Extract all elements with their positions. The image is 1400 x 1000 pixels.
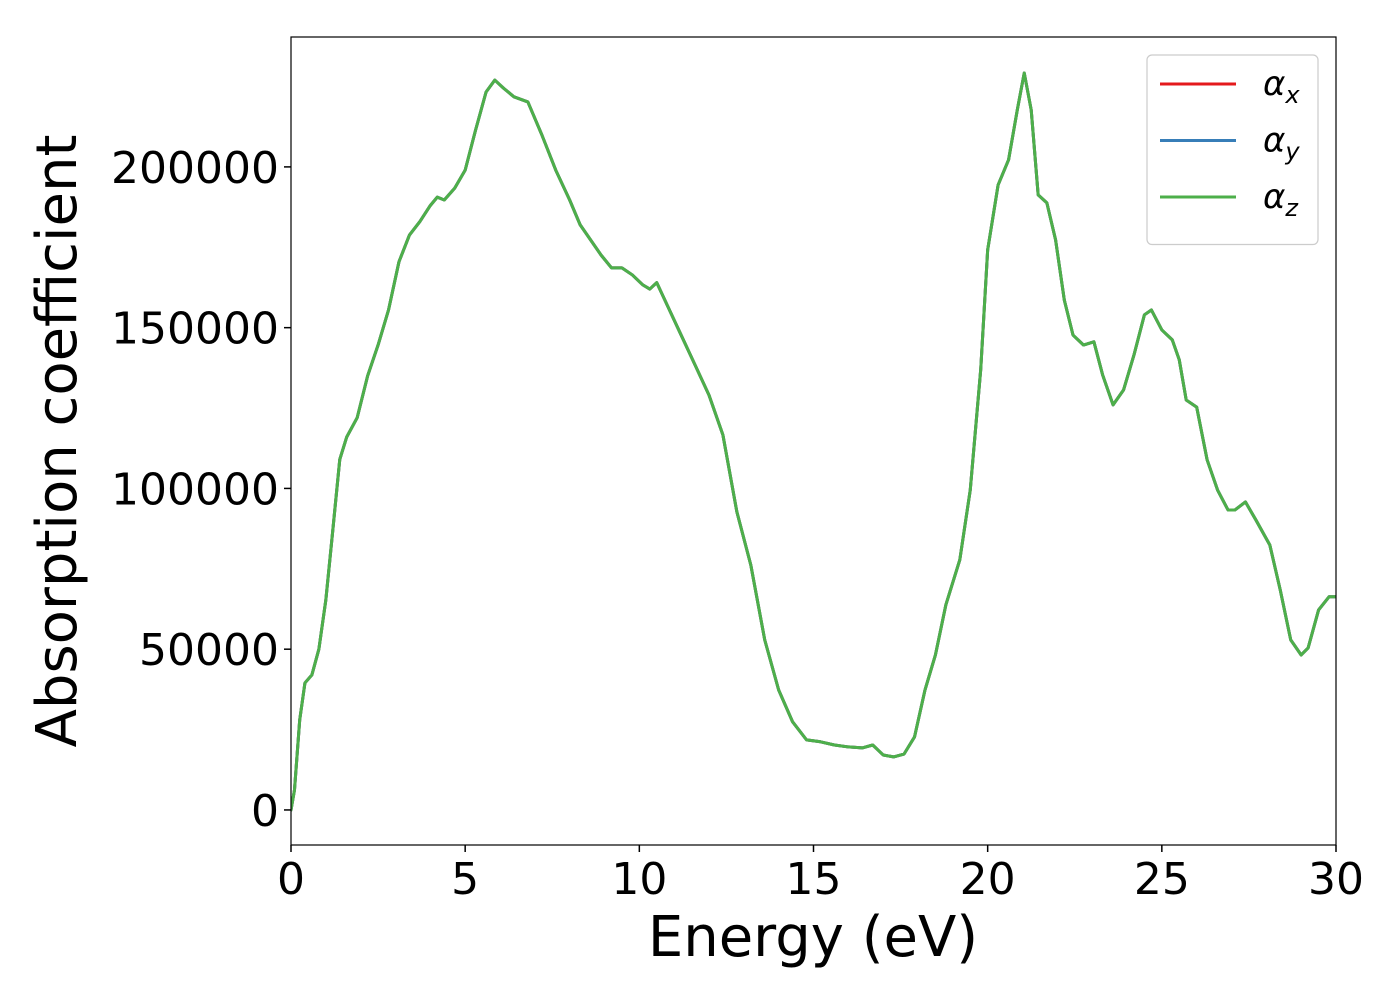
x-tick-label: 10 [611,854,667,905]
y-axis-label: Absorption coefficient [25,135,90,748]
legend-label: αz [1263,177,1299,222]
line-series [291,71,1336,812]
legend-label: αy [1263,121,1300,166]
y-tick-label: 0 [251,786,279,837]
y-tick-label: 200000 [111,143,279,194]
x-tick-label: 20 [960,854,1016,905]
x-axis-label: Energy (eV) [648,905,978,970]
legend-label: αx [1263,64,1300,109]
y-tick-label: 50000 [139,625,279,676]
y-tick-label: 100000 [111,464,279,515]
plot-frame [290,36,1337,846]
x-tick-label: 0 [277,854,305,905]
x-tick-label: 25 [1134,854,1190,905]
x-tick-label: 5 [451,854,479,905]
x-tick-label: 30 [1308,854,1364,905]
x-tick-label: 15 [786,854,842,905]
y-tick-label: 150000 [111,304,279,355]
